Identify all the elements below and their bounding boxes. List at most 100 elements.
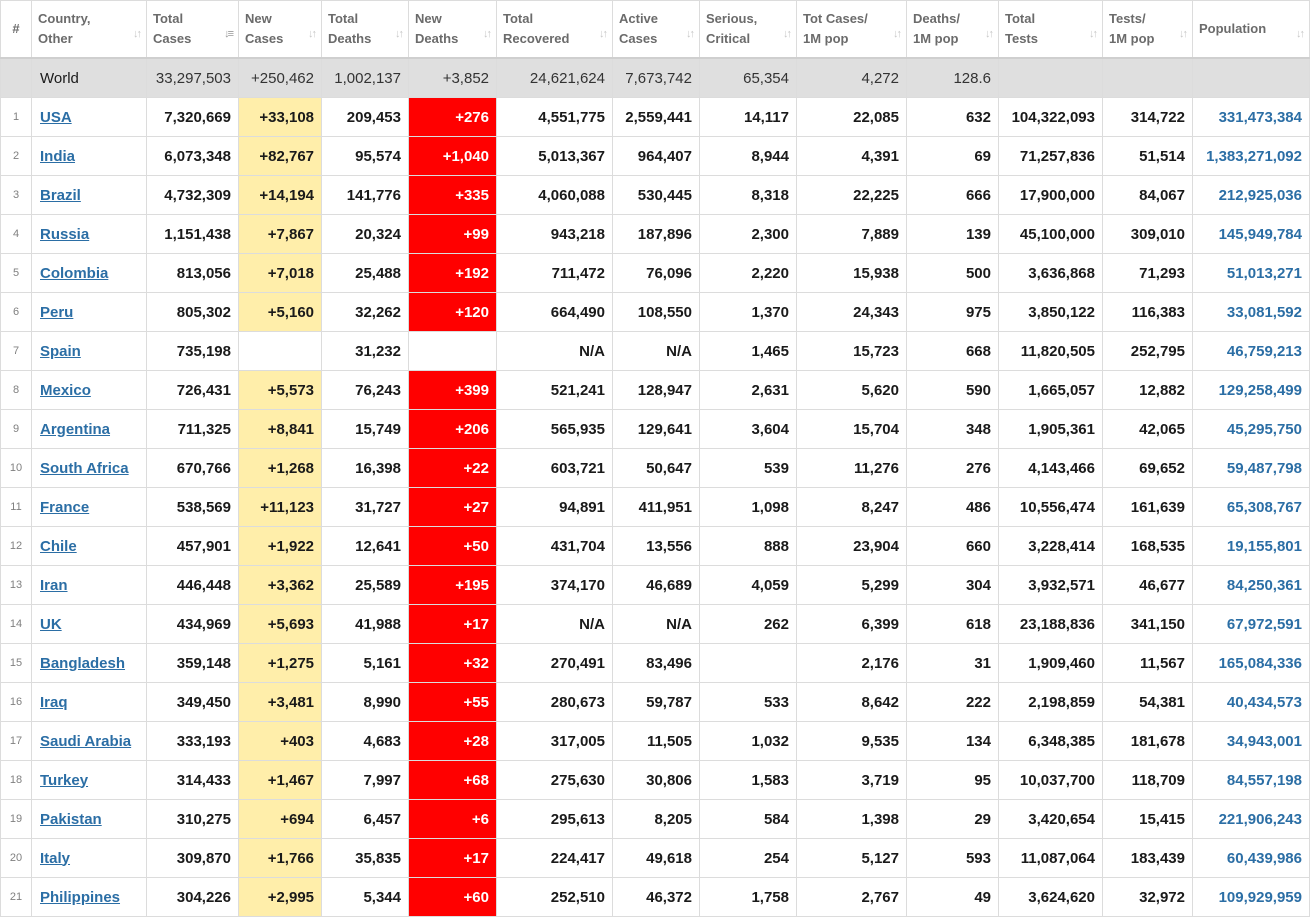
cases-per-1m-cell: 7,889 — [796, 214, 907, 254]
total-cases-cell: 349,450 — [146, 682, 239, 722]
country-link[interactable]: Iraq — [40, 693, 68, 711]
rank-cell: 10 — [0, 448, 32, 488]
country-link[interactable]: USA — [40, 108, 72, 126]
population-cell: 212,925,036 — [1192, 175, 1310, 215]
col-new-cases-header[interactable]: New Cases ↓↑ — [238, 0, 322, 59]
sort-arrows-icon[interactable]: ↓↑ — [686, 28, 695, 40]
sort-arrows-icon[interactable]: ↓↑ — [985, 28, 994, 40]
new-cases-cell: +1,268 — [238, 448, 322, 488]
country-link[interactable]: Russia — [40, 225, 90, 243]
tests-per-1m-cell: 69,652 — [1102, 448, 1193, 488]
sort-arrows-icon[interactable]: ↓↑ — [308, 28, 317, 40]
total-deaths-cell: 31,727 — [321, 487, 409, 527]
col-active-cases-header[interactable]: Active Cases ↓↑ — [612, 0, 700, 59]
total-cases-cell: 711,325 — [146, 409, 239, 449]
col-deaths-per-1m-header[interactable]: Deaths/1M pop ↓↑ — [906, 0, 999, 59]
rank-cell: 2 — [0, 136, 32, 176]
sort-arrows-icon[interactable]: ↓↑ — [599, 28, 608, 40]
col-total-deaths-header[interactable]: Total Deaths ↓↑ — [321, 0, 409, 59]
deaths-per-1m-cell: 139 — [906, 214, 999, 254]
population-cell — [1192, 57, 1310, 98]
country-link[interactable]: Spain — [40, 342, 81, 360]
country-link[interactable]: Italy — [40, 849, 71, 867]
country-link[interactable]: Turkey — [40, 771, 89, 789]
col-population-header[interactable]: Population ↓↑ — [1192, 0, 1310, 59]
active-cases-cell: 46,689 — [612, 565, 700, 605]
col-country-header[interactable]: Country, Other ↓↑ — [31, 0, 147, 59]
country-link[interactable]: Colombia — [40, 264, 109, 282]
header-label-line2: Cases — [245, 31, 284, 46]
new-cases-cell: +82,767 — [238, 136, 322, 176]
tests-per-1m-cell: 341,150 — [1102, 604, 1193, 644]
active-cases-cell: 530,445 — [612, 175, 700, 215]
active-cases-cell: 46,372 — [612, 877, 700, 917]
sort-arrows-icon[interactable]: ↓↑ — [1089, 28, 1098, 40]
country-link[interactable]: India — [40, 147, 76, 165]
new-cases-cell: +250,462 — [238, 57, 322, 98]
total-recovered-cell: 4,060,088 — [496, 175, 613, 215]
col-total-tests-header[interactable]: Total Tests ↓↑ — [998, 0, 1103, 59]
sort-arrows-icon[interactable]: ↓↑ — [783, 28, 792, 40]
total-recovered-cell: 317,005 — [496, 721, 613, 761]
header-label-line1: Total — [153, 11, 184, 26]
col-tests-per-1m-header[interactable]: Tests/1M pop ↓↑ — [1102, 0, 1193, 59]
country-link[interactable]: Peru — [40, 303, 74, 321]
header-label-line1: Population — [1199, 21, 1267, 36]
sort-descending-icon[interactable]: ↓≡ — [224, 28, 234, 40]
new-deaths-cell: +1,040 — [408, 136, 497, 176]
sort-arrows-icon[interactable]: ↓↑ — [133, 28, 142, 40]
tests-per-1m-cell — [1102, 57, 1193, 98]
country-link[interactable]: Iran — [40, 576, 68, 594]
country-link[interactable]: Philippines — [40, 888, 121, 906]
tests-per-1m-cell: 11,567 — [1102, 643, 1193, 683]
population-cell: 40,434,573 — [1192, 682, 1310, 722]
active-cases-cell: 7,673,742 — [612, 57, 700, 98]
country-link[interactable]: UK — [40, 615, 62, 633]
col-rank-header[interactable]: # — [0, 0, 32, 59]
col-new-deaths-header[interactable]: New Deaths ↓↑ — [408, 0, 497, 59]
table-row: 15 Bangladesh 359,148 +1,275 5,161 +32 270,491… — [0, 643, 1310, 683]
sort-arrows-icon[interactable]: ↓↑ — [1179, 28, 1188, 40]
col-total-recovered-header[interactable]: Total Recovered ↓↑ — [496, 0, 613, 59]
total-deaths-cell: 5,344 — [321, 877, 409, 917]
col-total-cases-header[interactable]: Total Cases ↓≡ — [146, 0, 239, 59]
country-link[interactable]: Pakistan — [40, 810, 102, 828]
country-link[interactable]: Bangladesh — [40, 654, 126, 672]
total-tests-cell: 3,624,620 — [998, 877, 1103, 917]
rank-cell: 11 — [0, 487, 32, 527]
country-link[interactable]: Saudi Arabia — [40, 732, 132, 750]
tests-per-1m-cell: 161,639 — [1102, 487, 1193, 527]
new-cases-cell — [238, 331, 322, 371]
country-link[interactable]: South Africa — [40, 459, 129, 477]
new-deaths-cell: +27 — [408, 487, 497, 527]
country-link[interactable]: Chile — [40, 537, 77, 555]
country-link[interactable]: Brazil — [40, 186, 81, 204]
sort-arrows-icon[interactable]: ↓↑ — [483, 28, 492, 40]
col-cases-per-1m-header[interactable]: Tot Cases/1M pop ↓↑ — [796, 0, 907, 59]
sort-arrows-icon[interactable]: ↓↑ — [395, 28, 404, 40]
new-cases-cell: +1,766 — [238, 838, 322, 878]
sort-arrows-icon[interactable]: ↓↑ — [893, 28, 902, 40]
country-cell: Argentina — [31, 409, 147, 449]
cases-per-1m-cell: 4,272 — [796, 57, 907, 98]
rank-cell: 4 — [0, 214, 32, 254]
world-total-row: World 33,297,503 +250,462 1,002,137 +3,852 24… — [0, 57, 1310, 98]
new-cases-cell: +33,108 — [238, 97, 322, 137]
country-cell: World — [31, 57, 147, 98]
header-label-line2: Other — [38, 31, 73, 46]
serious-critical-cell: 1,032 — [699, 721, 797, 761]
country-link[interactable]: Mexico — [40, 381, 91, 399]
sort-arrows-icon[interactable]: ↓↑ — [1296, 28, 1305, 40]
cases-per-1m-cell: 5,620 — [796, 370, 907, 410]
country-cell: South Africa — [31, 448, 147, 488]
country-link[interactable]: Argentina — [40, 420, 111, 438]
country-link[interactable]: France — [40, 498, 90, 516]
tests-per-1m-cell: 309,010 — [1102, 214, 1193, 254]
serious-critical-cell: 1,758 — [699, 877, 797, 917]
col-serious-critical-header[interactable]: Serious, Critical ↓↑ — [699, 0, 797, 59]
serious-critical-cell: 14,117 — [699, 97, 797, 137]
total-tests-cell: 1,665,057 — [998, 370, 1103, 410]
active-cases-cell: 411,951 — [612, 487, 700, 527]
new-deaths-cell: +22 — [408, 448, 497, 488]
